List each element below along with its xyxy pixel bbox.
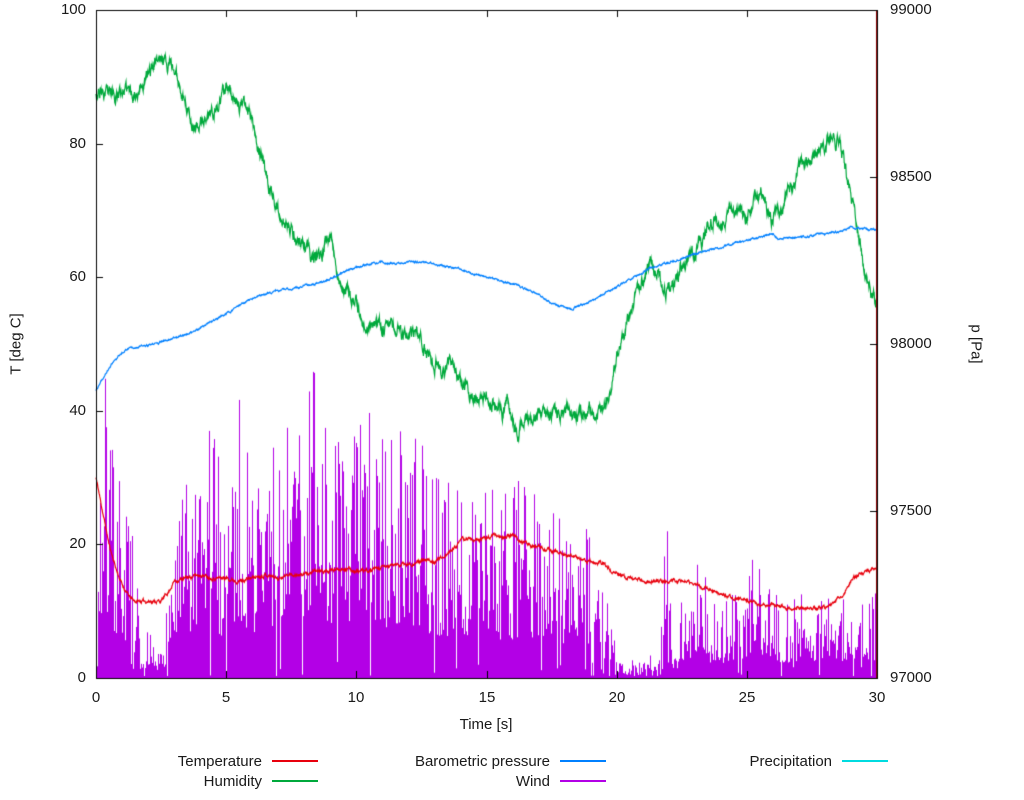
legend-item-humidity: Humidity — [60, 772, 318, 790]
legend-item-precipitation: Precipitation — [620, 752, 888, 770]
x-tick-label: 5 — [221, 689, 231, 706]
y-right-tick-label: 99000 — [890, 1, 932, 18]
x-tick-label: 0 — [91, 689, 101, 706]
y-right-tick-label: 98500 — [890, 168, 932, 185]
legend-line-wind — [560, 780, 606, 782]
x-tick-label: 10 — [347, 689, 365, 706]
y-right-tick-label: 97000 — [890, 669, 932, 686]
legend-item-temperature: Temperature — [60, 752, 318, 770]
x-tick-label: 20 — [608, 689, 626, 706]
legend-line-temperature — [272, 760, 318, 762]
legend-item-barometric-pressure: Barometric pressure — [340, 752, 606, 770]
legend-label-humidity: Humidity — [203, 772, 262, 790]
legend-line-humidity — [272, 780, 318, 782]
y-left-tick-label: 20 — [69, 535, 86, 552]
x-axis-title: Time [s] — [459, 716, 513, 733]
y-left-tick-label: 60 — [69, 268, 86, 285]
y-right-tick-label: 97500 — [890, 502, 932, 519]
y-left-axis-title: T [deg C] — [7, 313, 25, 375]
x-tick-label: 15 — [478, 689, 496, 706]
legend-label-precipitation: Precipitation — [749, 752, 832, 770]
y-left-tick-label: 80 — [69, 135, 86, 152]
y-right-tick-label: 98000 — [890, 335, 932, 352]
y-left-tick-label: 100 — [60, 1, 86, 18]
y-left-tick-label: 40 — [69, 402, 86, 419]
legend-line-precipitation — [842, 760, 888, 762]
legend-label-wind: Wind — [515, 772, 550, 790]
legend-label-temperature: Temperature — [177, 752, 262, 770]
y-left-tick-label: 0 — [77, 669, 86, 686]
legend-label-barometric-pressure: Barometric pressure — [414, 752, 550, 770]
y-right-axis-title: p [Pa] — [967, 324, 985, 364]
legend-line-barometric-pressure — [560, 760, 606, 762]
x-tick-label: 25 — [738, 689, 756, 706]
x-tick-label: 30 — [868, 689, 886, 706]
legend-item-wind: Wind — [340, 772, 606, 790]
